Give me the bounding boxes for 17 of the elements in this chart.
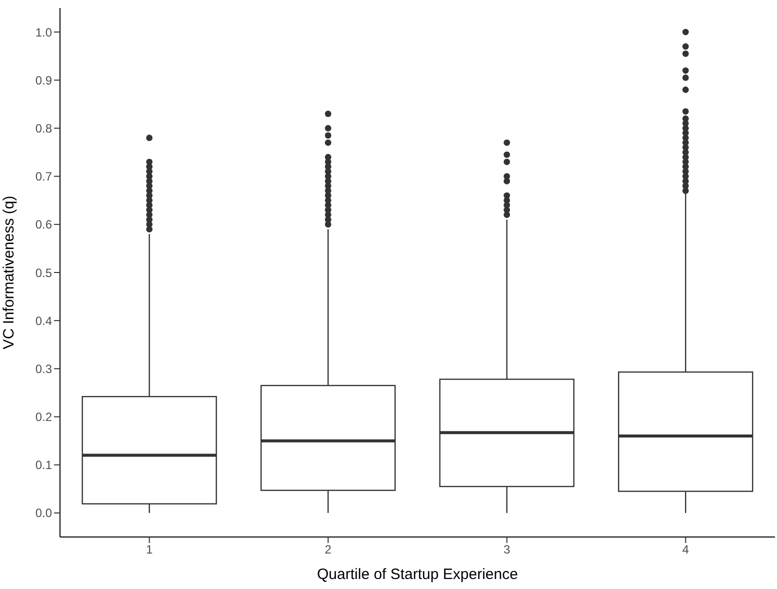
y-tick-label: 0.8 <box>35 121 52 136</box>
x-tick-label: 4 <box>682 542 690 557</box>
y-tick-label: 1.0 <box>35 25 52 40</box>
y-tick-label: 0.7 <box>35 170 52 184</box>
x-tick-label: 3 <box>504 542 511 557</box>
y-axis-title: VC Informativeness (q) <box>0 196 18 350</box>
x-tick-label: 2 <box>324 542 332 557</box>
y-tick-label: 0.5 <box>35 266 52 280</box>
y-tick-label: 0.0 <box>35 506 52 520</box>
x-tick-label: 1 <box>146 542 154 557</box>
y-tick-label: 0.9 <box>35 73 52 88</box>
y-tick-label: 0.1 <box>35 458 52 472</box>
y-tick-label: 0.4 <box>35 314 52 328</box>
y-tick-label: 0.3 <box>35 362 52 376</box>
y-tick-label: 0.2 <box>35 410 52 424</box>
x-axis-title: Quartile of Startup Experience <box>317 566 518 583</box>
y-tick-label: 0.6 <box>35 218 52 232</box>
